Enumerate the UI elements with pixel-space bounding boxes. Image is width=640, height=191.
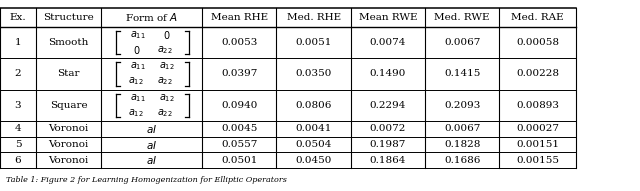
Text: 0.0045: 0.0045 [221,125,257,134]
Text: $a_{22}$: $a_{22}$ [157,44,173,56]
Text: Ex.: Ex. [10,13,26,22]
Text: Med. RAE: Med. RAE [511,13,564,22]
Text: 2: 2 [15,70,21,79]
Text: $a_{12}$: $a_{12}$ [159,92,175,104]
Text: Med. RWE: Med. RWE [435,13,490,22]
Text: Voronoi: Voronoi [49,140,88,149]
Text: 0.1686: 0.1686 [444,156,480,165]
Text: Star: Star [57,70,80,79]
Text: 0.0450: 0.0450 [296,156,332,165]
Text: Med. RHE: Med. RHE [287,13,340,22]
Text: 0.0806: 0.0806 [296,101,332,110]
Text: 1: 1 [15,38,21,47]
Text: 0.0051: 0.0051 [296,38,332,47]
Text: 0.0350: 0.0350 [296,70,332,79]
Text: 0.0072: 0.0072 [370,125,406,134]
Text: $a_{12}$: $a_{12}$ [159,61,175,72]
Text: 0.1415: 0.1415 [444,70,480,79]
Text: 0.0397: 0.0397 [221,70,257,79]
Text: Square: Square [50,101,87,110]
Text: $a_{11}$: $a_{11}$ [131,29,146,41]
Text: 0.0067: 0.0067 [444,38,480,47]
Text: $a_{22}$: $a_{22}$ [157,107,173,119]
Text: Structure: Structure [43,13,94,22]
Text: 0.0504: 0.0504 [296,140,332,149]
Text: 0.2294: 0.2294 [370,101,406,110]
Text: 0.2093: 0.2093 [444,101,480,110]
Text: 0.0557: 0.0557 [221,140,257,149]
Text: 0.0053: 0.0053 [221,38,257,47]
Text: $a_{22}$: $a_{22}$ [157,76,173,87]
Text: Voronoi: Voronoi [49,125,88,134]
Text: 0.0501: 0.0501 [221,156,257,165]
Text: 0.00151: 0.00151 [516,140,559,149]
Text: $a_{12}$: $a_{12}$ [129,76,144,87]
Text: 6: 6 [15,156,21,165]
Text: $aI$: $aI$ [146,139,157,151]
Text: 0.1864: 0.1864 [370,156,406,165]
Text: Smooth: Smooth [48,38,89,47]
Text: 0.00228: 0.00228 [516,70,559,79]
Text: $a_{11}$: $a_{11}$ [131,92,146,104]
Text: 0.1828: 0.1828 [444,140,480,149]
Text: Voronoi: Voronoi [49,156,88,165]
Text: 0.0940: 0.0940 [221,101,257,110]
Text: 4: 4 [15,125,21,134]
Text: Mean RWE: Mean RWE [358,13,417,22]
Text: 0.00893: 0.00893 [516,101,559,110]
Text: $a_{11}$: $a_{11}$ [131,61,146,72]
Text: 0.00058: 0.00058 [516,38,559,47]
Text: 0.0067: 0.0067 [444,125,480,134]
Text: $0$: $0$ [132,44,140,56]
Text: 0.1490: 0.1490 [370,70,406,79]
Text: 3: 3 [15,101,21,110]
Text: 0.00027: 0.00027 [516,125,559,134]
Text: Table 1: Figure 2 for Learning Homogenization for Elliptic Operators: Table 1: Figure 2 for Learning Homogeniz… [6,176,287,184]
Text: Mean RHE: Mean RHE [211,13,268,22]
Text: 0.0041: 0.0041 [296,125,332,134]
Text: Form of $A$: Form of $A$ [125,11,179,23]
Text: 0.00155: 0.00155 [516,156,559,165]
Text: 0.1987: 0.1987 [370,140,406,149]
Text: $aI$: $aI$ [146,154,157,166]
Text: $0$: $0$ [163,29,171,41]
Text: $a_{12}$: $a_{12}$ [129,107,144,119]
Text: 5: 5 [15,140,21,149]
Text: 0.0074: 0.0074 [370,38,406,47]
Text: $aI$: $aI$ [146,123,157,135]
